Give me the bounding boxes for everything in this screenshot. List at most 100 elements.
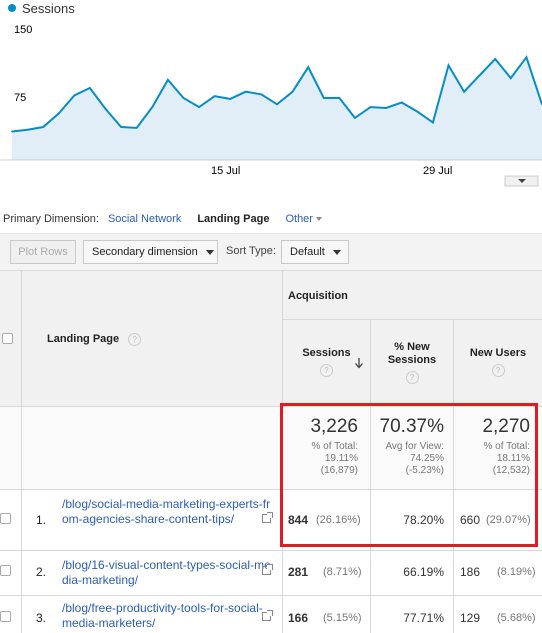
column-header-new-sessions[interactable]: % New Sessions ? — [371, 341, 453, 384]
series-color-dot — [8, 4, 16, 12]
row-index: 2. — [36, 565, 47, 579]
column-header-sessions[interactable]: Sessions ? — [283, 347, 370, 377]
data-point[interactable] — [494, 58, 497, 60]
total-detail-line: (-5.23%) — [405, 465, 444, 476]
data-point[interactable] — [11, 130, 13, 133]
row-index: 3. — [36, 611, 47, 625]
column-header-landing-page[interactable]: Landing Page ? — [47, 333, 142, 346]
data-point[interactable] — [245, 90, 247, 93]
divider — [370, 320, 371, 633]
column-header-new-users[interactable]: New Users ? — [454, 347, 542, 377]
divider — [0, 550, 542, 551]
new-sessions-header-line2: Sessions — [387, 354, 437, 366]
new-users-value: 186 — [460, 565, 481, 579]
data-point[interactable] — [89, 87, 91, 89]
new-users-percent: (8.19%) — [497, 566, 536, 578]
data-point[interactable] — [104, 108, 107, 110]
plot-rows-button[interactable]: Plot Rows — [10, 240, 76, 264]
data-point[interactable] — [463, 90, 465, 93]
data-point[interactable] — [338, 97, 341, 99]
landing-page-link[interactable]: /blog/social-media-marketing-experts-fro… — [62, 497, 271, 526]
data-point[interactable] — [120, 126, 122, 128]
data-point[interactable] — [198, 106, 200, 108]
row-checkbox[interactable] — [0, 611, 11, 622]
dimension-social-network[interactable]: Social Network — [107, 213, 182, 225]
y-tick-label: 150 — [14, 24, 32, 36]
sort-type-value: Default — [290, 246, 325, 258]
landing-page-header-label: Landing Page — [47, 333, 120, 345]
new-sessions-value: 66.19% — [403, 565, 444, 579]
data-point[interactable] — [260, 93, 263, 96]
total-detail-line: (16,879) — [320, 465, 358, 476]
data-point[interactable] — [447, 64, 450, 67]
primary-dimension-label: Primary Dimension: — [3, 213, 99, 225]
series-area — [12, 57, 542, 161]
x-tick-label: 29 Jul — [423, 165, 452, 177]
data-point[interactable] — [369, 106, 372, 108]
data-point[interactable] — [276, 103, 278, 106]
new-sessions-value: 77.71% — [403, 611, 444, 625]
open-external-icon[interactable] — [262, 512, 273, 523]
open-external-icon[interactable] — [262, 564, 273, 575]
chart-legend: Sessions — [8, 0, 75, 16]
other-label: Other — [285, 213, 313, 225]
data-point[interactable] — [73, 94, 76, 97]
total-new-users-detail: % of Total: 18.11% (12,532) — [454, 441, 530, 477]
data-point[interactable] — [151, 106, 154, 108]
data-point[interactable] — [291, 90, 294, 93]
divider — [0, 406, 542, 407]
data-point[interactable] — [167, 79, 169, 81]
divider — [21, 271, 22, 633]
divider — [453, 320, 454, 633]
data-point[interactable] — [42, 126, 44, 128]
dimension-landing-page[interactable]: Landing Page — [197, 213, 270, 225]
data-point[interactable] — [478, 74, 481, 77]
new-users-percent: (29.07%) — [486, 514, 531, 526]
data-point[interactable] — [182, 97, 185, 99]
row-checkbox[interactable] — [0, 513, 11, 524]
sessions-header-label: Sessions — [302, 347, 351, 359]
data-point[interactable] — [432, 121, 434, 124]
data-point[interactable] — [229, 98, 231, 100]
help-icon[interactable]: ? — [491, 364, 505, 377]
dimension-other-dropdown[interactable]: Other — [285, 213, 322, 225]
data-point[interactable] — [213, 95, 216, 97]
row-checkbox[interactable] — [0, 565, 11, 576]
total-new-sessions-value: 70.37% — [379, 416, 444, 437]
row-index: 1. — [36, 513, 47, 527]
sort-type-dropdown[interactable]: Default — [281, 240, 349, 264]
table-toolbar: Plot Rows Secondary dimension Sort Type:… — [0, 233, 542, 271]
select-all-checkbox[interactable] — [2, 333, 13, 344]
x-tick-label: 15 Jul — [211, 165, 240, 177]
data-point[interactable] — [385, 107, 387, 109]
secondary-dimension-dropdown[interactable]: Secondary dimension — [83, 240, 218, 264]
highlight-box — [280, 403, 538, 547]
divider — [282, 319, 542, 320]
help-icon[interactable]: ? — [128, 333, 142, 346]
new-users-percent: (5.68%) — [497, 612, 536, 624]
divider — [0, 595, 542, 596]
data-point[interactable] — [26, 128, 29, 131]
data-point[interactable] — [323, 97, 325, 99]
sort-descending-arrow-icon[interactable] — [354, 357, 364, 369]
data-point[interactable] — [354, 117, 356, 119]
open-external-icon[interactable] — [262, 610, 273, 621]
total-detail-line: % of Total: — [483, 441, 530, 452]
data-point[interactable] — [307, 66, 310, 68]
landing-page-link[interactable]: /blog/16-visual-content-types-social-med… — [62, 558, 271, 587]
help-icon[interactable]: ? — [405, 371, 419, 384]
chevron-down-icon — [518, 179, 526, 183]
landing-page-link[interactable]: /blog/free-productivity-tools-for-social… — [62, 601, 263, 630]
data-point[interactable] — [416, 110, 419, 113]
sort-type-label: Sort Type: — [226, 245, 276, 257]
data-point[interactable] — [510, 77, 512, 79]
data-point[interactable] — [135, 127, 138, 129]
data-point[interactable] — [400, 101, 403, 104]
total-detail-line: 19.11% — [324, 453, 358, 464]
help-icon[interactable]: ? — [320, 364, 333, 377]
total-detail-line: % of Total: — [311, 441, 358, 452]
total-sessions-detail: % of Total: 19.11% (16,879) — [283, 441, 358, 477]
data-point[interactable] — [58, 112, 60, 115]
table-header — [0, 271, 542, 407]
data-point[interactable] — [525, 56, 528, 58]
